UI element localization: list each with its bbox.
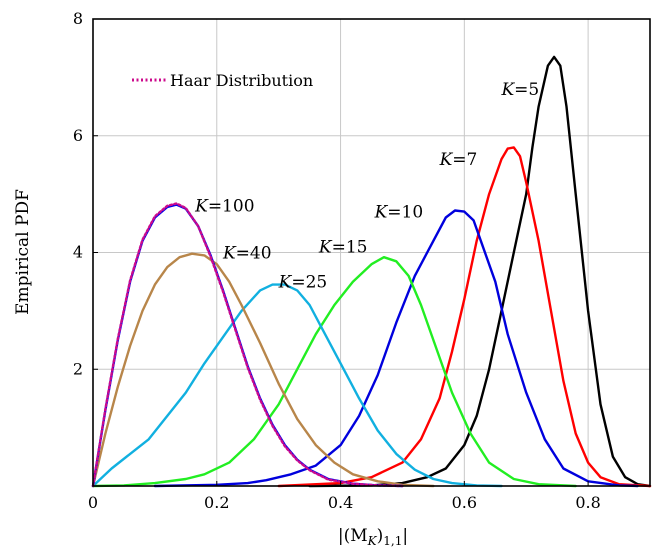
curve-label-k-100: K=100 [194,197,254,217]
legend-haar-label: Haar Distribution [170,71,313,90]
series-line-haar [91,202,404,488]
grid [93,19,650,486]
series-line-k-40 [91,252,435,488]
series-line-k-5 [308,55,652,488]
curve-label-k-25: K=25 [278,273,328,293]
series-line-k-15 [91,256,577,488]
series-line-k-7 [277,146,652,488]
legend: Haar Distribution [132,71,313,90]
series-layer [91,55,652,488]
curve-label-k-40: K=40 [222,243,272,263]
y-tick-label: 4 [73,243,83,262]
y-tick-label: 6 [73,126,83,145]
x-axis-label: |(MK)1,1| [338,526,408,548]
x-tick-label: 0 [88,493,98,512]
series-line-k-25 [91,283,503,488]
x-tick-label: 0.2 [204,493,229,512]
x-tick-label: 0.6 [452,493,477,512]
curve-label-k-10: K=10 [374,202,424,222]
curve-label-k-15: K=15 [318,238,368,258]
curve-labels: K=5 K=7 K=10 K=15 K=25 K=40 K=100 [194,80,539,293]
series-line-k-10 [153,209,639,488]
y-tick-label: 8 [73,9,83,28]
y-axis-label: Empirical PDF [13,189,33,315]
curve-label-k-5: K=5 [500,80,539,100]
curve-label-k-7: K=7 [439,150,478,170]
x-tick-label: 0.8 [575,493,600,512]
x-tick-label: 0.4 [328,493,353,512]
y-tick-label: 2 [73,359,83,378]
tick-labels: 0 0.2 0.4 0.6 0.8 2 4 6 8 [73,9,601,512]
